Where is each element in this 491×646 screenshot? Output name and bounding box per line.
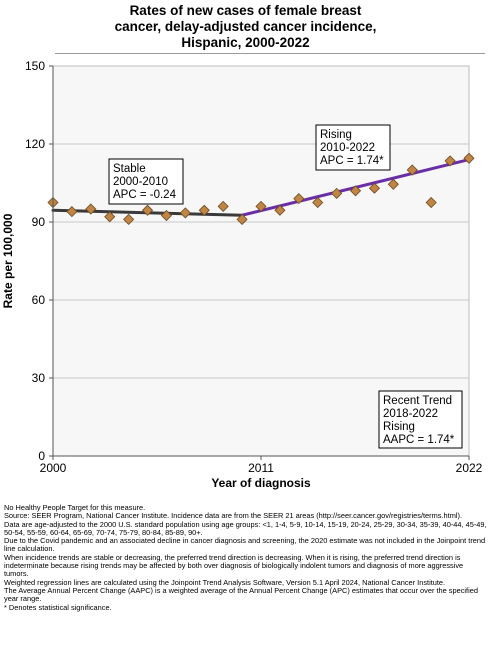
annotation-text: 2010-2022 <box>320 142 375 154</box>
annotation-text: APC = -0.24 <box>113 189 177 201</box>
data-point <box>425 196 437 209</box>
chart-title: Rates of new cases of female breast canc… <box>0 3 491 51</box>
data-point <box>406 164 418 176</box>
annotation-text: 2018-2022 <box>383 408 438 420</box>
x-axis-title: Year of diagnosis <box>211 476 311 490</box>
axes: 0 30 60 90 120 150 2000 2011 2022 Year of diagnos… <box>1 59 483 490</box>
y-tick-label: 150 <box>25 59 45 73</box>
data-point <box>123 213 135 225</box>
y-axis-title: Rate per 100,000 <box>1 213 15 308</box>
annotation-text: Recent Trend <box>383 395 452 407</box>
annotation-box <box>108 158 184 205</box>
chart-title-line-2: cancer, delay-adjusted cancer incidence, <box>114 19 377 34</box>
annotation-text: Stable <box>113 163 146 175</box>
y-tick-label: 0 <box>38 449 45 463</box>
data-point <box>293 193 305 205</box>
data-point <box>387 178 399 190</box>
footnote-joinpoint: Weighted regression lines are calculated… <box>4 577 446 587</box>
data-point <box>179 207 191 219</box>
footnote-source: Source: SEER Program, National Cancer In… <box>4 511 463 521</box>
footnote-target: No Healthy People Target for this measur… <box>4 503 146 512</box>
data-point <box>66 206 78 218</box>
y-tick-label: 90 <box>32 215 46 229</box>
annotation-text: Rising <box>383 421 415 433</box>
x-tick-label: 2000 <box>40 461 67 475</box>
y-tick-label: 30 <box>32 371 46 385</box>
data-point <box>160 209 173 222</box>
data-point <box>444 155 456 167</box>
data-point <box>217 200 229 212</box>
chart-title-line-3: Hispanic, 2000-2022 <box>181 35 310 50</box>
data-point <box>331 187 343 199</box>
y-tick-label: 120 <box>25 137 45 151</box>
footnote-significance: * Denotes statistical significance. <box>4 602 112 612</box>
data-point <box>368 182 381 194</box>
y-tick-label: 60 <box>32 293 46 307</box>
data-point <box>104 211 116 223</box>
data-point <box>312 196 324 209</box>
gridlines <box>53 143 469 379</box>
title-divider <box>55 53 485 54</box>
annotation-text: APC = 1.74* <box>320 155 384 167</box>
incidence-chart: 0 30 60 90 120 150 2000 2011 2022 Year of diagnos… <box>1 59 483 490</box>
annotation-box <box>315 124 391 171</box>
data-point <box>236 213 248 225</box>
data-point <box>255 200 267 212</box>
footnote-aapc: The Average Annual Percent Change (AAPC)… <box>4 585 478 604</box>
data-point <box>198 204 210 216</box>
footnote-trend-direction: When incidence trends are stable or decr… <box>4 552 464 579</box>
data-point <box>463 152 475 164</box>
data-points <box>47 152 475 225</box>
annotation-text: AAPC = 1.74* <box>383 434 455 446</box>
footnote-covid: Due to the Covid pandemic and an associa… <box>4 536 486 554</box>
annotation-text: 2000-2010 <box>113 176 168 188</box>
data-point <box>85 203 97 215</box>
chart-title-line-1: Rates of new cases of female breast <box>129 3 362 18</box>
x-tick-label: 2011 <box>248 461 274 475</box>
annotation-box <box>378 390 463 449</box>
footnote-age-adjustment: Data are age-adjusted to the 2000 U.S. s… <box>4 519 487 537</box>
data-point <box>349 185 362 197</box>
x-tick-label: 2022 <box>456 461 483 475</box>
data-point <box>141 204 154 216</box>
footnotes: No Healthy People Target for this measur… <box>4 503 488 612</box>
data-point <box>274 204 286 216</box>
annotation-text: Rising <box>320 129 352 141</box>
